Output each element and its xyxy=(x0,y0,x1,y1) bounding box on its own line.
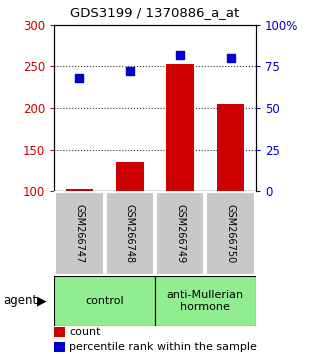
Bar xyxy=(206,192,255,275)
Text: GSM266750: GSM266750 xyxy=(226,204,236,263)
Text: GDS3199 / 1370886_a_at: GDS3199 / 1370886_a_at xyxy=(70,6,240,19)
Bar xyxy=(106,192,154,275)
Bar xyxy=(166,64,194,191)
Bar xyxy=(54,276,155,326)
Text: anti-Mullerian
hormone: anti-Mullerian hormone xyxy=(167,290,244,312)
Text: control: control xyxy=(85,296,124,306)
Bar xyxy=(217,104,244,191)
Bar xyxy=(54,342,65,353)
Point xyxy=(178,52,183,58)
Bar xyxy=(54,327,65,337)
Text: GSM266747: GSM266747 xyxy=(74,204,84,263)
Bar xyxy=(116,162,144,191)
Point xyxy=(127,69,132,74)
Point xyxy=(77,75,82,81)
Text: GSM266749: GSM266749 xyxy=(175,204,185,263)
Bar xyxy=(155,276,256,326)
Text: GSM266748: GSM266748 xyxy=(125,204,135,263)
Bar xyxy=(55,192,104,275)
Text: percentile rank within the sample: percentile rank within the sample xyxy=(69,342,257,352)
Text: agent: agent xyxy=(3,295,37,307)
Text: ▶: ▶ xyxy=(37,295,47,307)
Text: count: count xyxy=(69,327,101,337)
Point xyxy=(228,55,233,61)
Bar xyxy=(156,192,204,275)
Bar xyxy=(66,189,93,191)
